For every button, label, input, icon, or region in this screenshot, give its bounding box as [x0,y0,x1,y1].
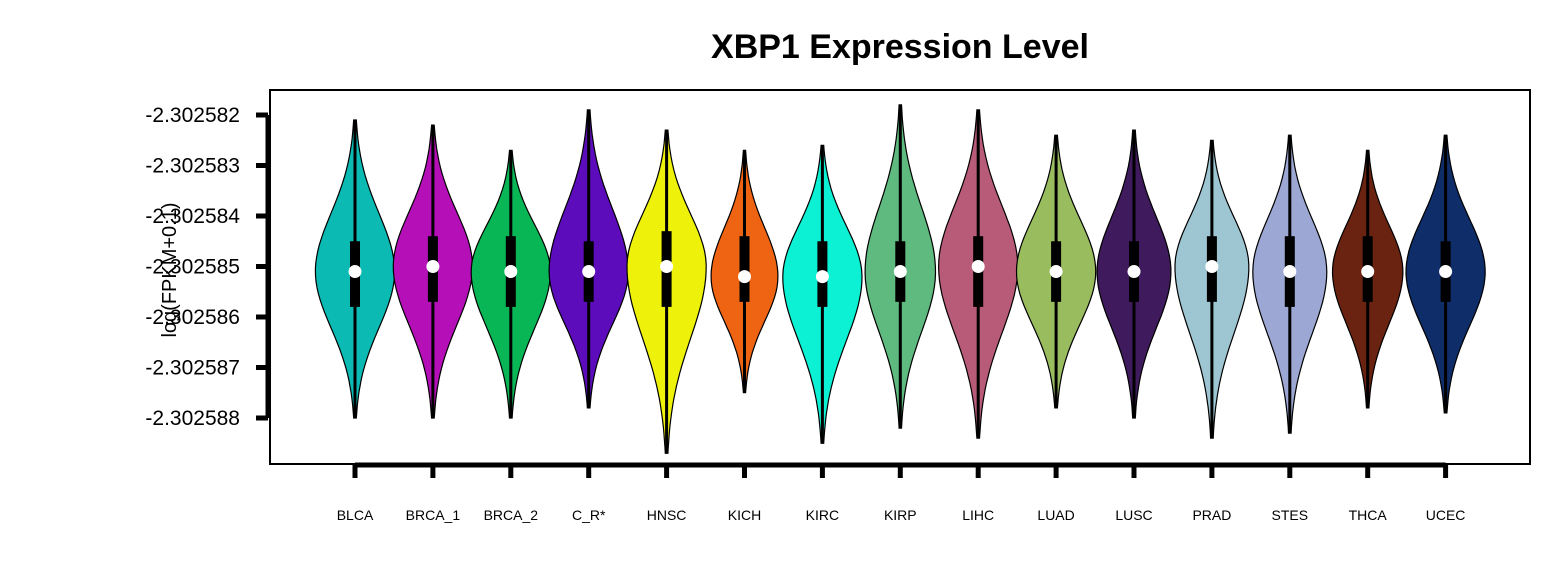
x-tick-label: KICH [728,507,761,523]
violin-median-dot [582,265,596,279]
violin-median-dot [348,265,362,279]
x-tick-label: LUSC [1115,507,1152,523]
violin-iqr-box [739,236,750,302]
violin-median-dot [1127,265,1141,279]
x-tick-label: PRAD [1192,507,1231,523]
violin-median-dot [1439,265,1453,279]
y-tick-label: -2.302586 [145,306,240,329]
x-tick-label: BRCA_2 [484,507,539,523]
y-tick-label: -2.302584 [145,205,240,228]
x-tick-label: C_R* [572,507,606,523]
chart-title: XBP1 Expression Level [711,28,1089,66]
x-tick-label: THCA [1349,507,1388,523]
x-tick-label: BRCA_1 [406,507,461,523]
violin-median-dot [971,260,985,273]
violin-median-dot [738,270,751,284]
x-tick-label: LUAD [1037,507,1074,523]
violin-median-dot [815,270,829,284]
x-tick-label: HNSC [647,507,687,523]
y-tick-label: -2.302585 [145,256,240,279]
x-tick-label: UCEC [1426,507,1466,523]
x-tick-label: KIRC [806,507,839,523]
y-tick-label: -2.302587 [145,357,240,380]
violin-median-dot [1361,265,1375,279]
violin-median-dot [426,260,440,273]
y-axis-label: log(FPKM+0.1) [159,202,181,337]
x-axis: BLCA BRCA_1 BRCA_2 C_R* HNSC KICH KIRC KIRP LIHC… [337,462,1466,523]
x-tick-label: STES [1272,507,1309,523]
violin-median-dot [660,260,674,273]
violins [314,104,1486,454]
violin-median-dot [504,265,518,279]
x-tick-label: LIHC [962,507,994,523]
y-tick-label: -2.302583 [145,155,240,178]
violin-median-dot [893,265,907,279]
y-axis: -2.302582 -2.302583 -2.302584 -2.302585 -2.3… [145,104,271,430]
y-tick-label: -2.302582 [145,104,240,127]
violin-median-dot [1283,265,1297,279]
violin-median-dot [1205,260,1219,273]
violin-median-dot [1049,265,1063,279]
x-tick-label: BLCA [337,507,374,523]
x-tick-label: KIRP [884,507,917,523]
y-tick-label: -2.302588 [145,407,240,430]
